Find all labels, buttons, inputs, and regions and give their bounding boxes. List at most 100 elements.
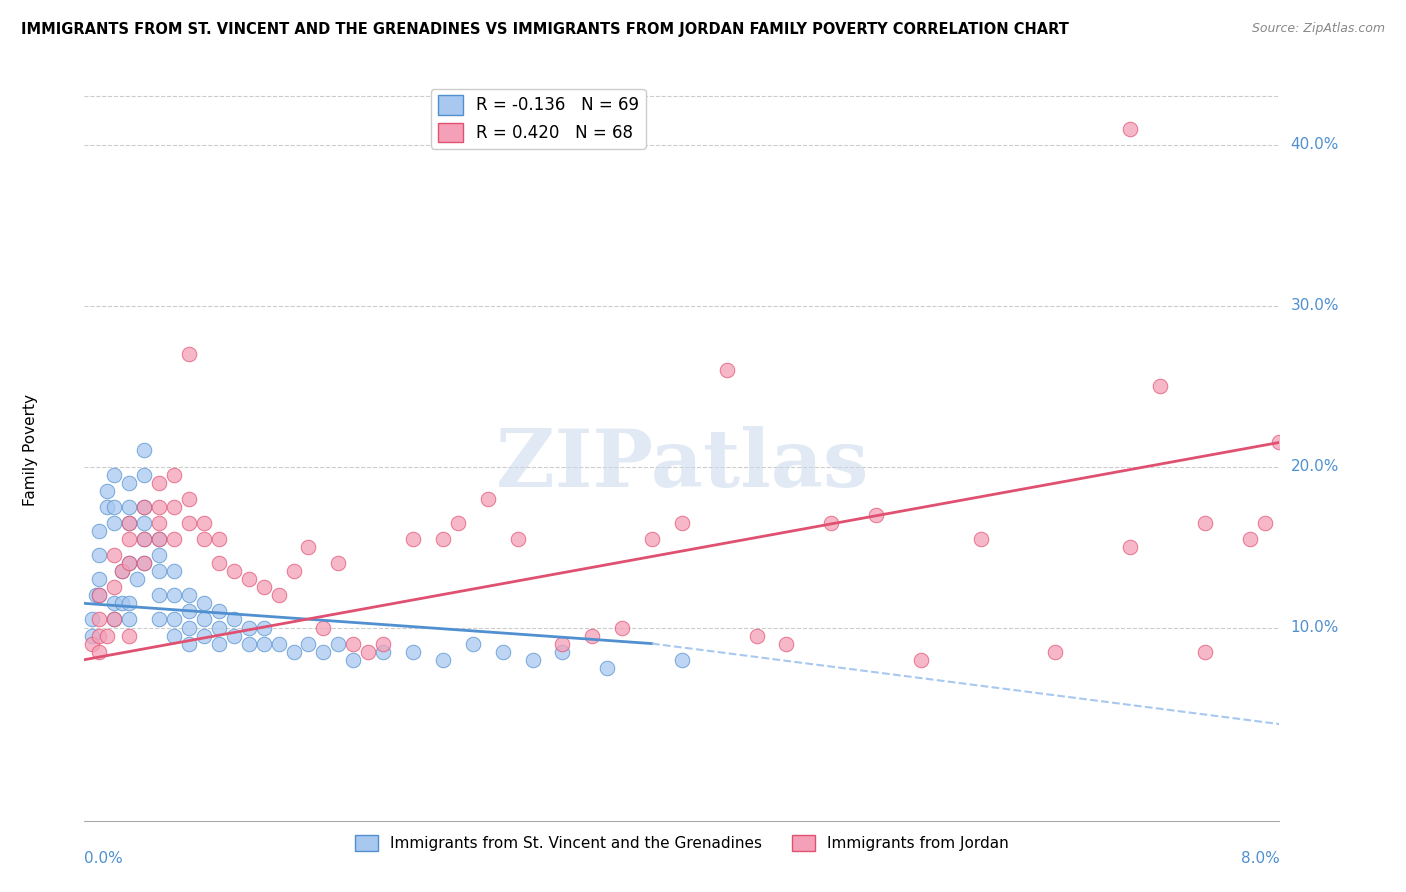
Point — [551, 637, 574, 651]
Point — [222, 564, 245, 578]
Point — [970, 532, 993, 546]
Point — [132, 556, 156, 570]
Point — [297, 540, 319, 554]
Point — [132, 500, 156, 514]
Legend: Immigrants from St. Vincent and the Grenadines, Immigrants from Jordan: Immigrants from St. Vincent and the Gren… — [349, 830, 1015, 857]
Point — [820, 516, 842, 530]
Point — [111, 564, 134, 578]
Point — [208, 637, 231, 651]
Text: ZIPatlas: ZIPatlas — [496, 426, 868, 504]
Point — [177, 604, 200, 618]
Point — [238, 637, 260, 651]
Point — [96, 500, 118, 514]
Point — [238, 620, 260, 634]
Point — [745, 628, 768, 642]
Point — [222, 612, 245, 626]
Point — [89, 572, 111, 586]
Point — [103, 596, 125, 610]
Point — [373, 637, 395, 651]
Point — [432, 532, 454, 546]
Point — [163, 467, 186, 482]
Point — [103, 612, 125, 626]
Point — [671, 516, 693, 530]
Point — [118, 475, 141, 490]
Point — [461, 637, 484, 651]
Point — [163, 564, 186, 578]
Point — [596, 661, 619, 675]
Point — [111, 564, 134, 578]
Text: Source: ZipAtlas.com: Source: ZipAtlas.com — [1251, 22, 1385, 36]
Point — [238, 572, 260, 586]
Point — [163, 588, 186, 602]
Point — [208, 556, 231, 570]
Point — [148, 532, 170, 546]
Text: 40.0%: 40.0% — [1291, 137, 1339, 153]
Point — [402, 645, 425, 659]
Point — [641, 532, 664, 546]
Point — [357, 645, 380, 659]
Point — [103, 516, 125, 530]
Point — [283, 645, 305, 659]
Point — [132, 467, 156, 482]
Point — [80, 612, 103, 626]
Point — [148, 612, 170, 626]
Point — [132, 443, 156, 458]
Point — [132, 516, 156, 530]
Point — [402, 532, 425, 546]
Point — [148, 532, 170, 546]
Point — [297, 637, 319, 651]
Point — [177, 588, 200, 602]
Point — [492, 645, 515, 659]
Point — [910, 653, 932, 667]
Point — [267, 637, 290, 651]
Point — [477, 491, 499, 506]
Point — [89, 645, 111, 659]
Point — [148, 564, 170, 578]
Text: 20.0%: 20.0% — [1291, 459, 1339, 474]
Point — [775, 637, 797, 651]
Point — [1045, 645, 1067, 659]
Point — [373, 645, 395, 659]
Point — [612, 620, 634, 634]
Point — [1268, 435, 1291, 450]
Point — [522, 653, 544, 667]
Point — [342, 653, 364, 667]
Point — [1119, 540, 1142, 554]
Text: Family Poverty: Family Poverty — [22, 394, 38, 507]
Point — [132, 500, 156, 514]
Text: 10.0%: 10.0% — [1291, 620, 1339, 635]
Point — [118, 556, 141, 570]
Point — [148, 500, 170, 514]
Point — [1194, 516, 1216, 530]
Point — [103, 612, 125, 626]
Point — [328, 637, 350, 651]
Point — [253, 637, 276, 651]
Point — [89, 524, 111, 538]
Point — [177, 347, 200, 361]
Point — [111, 596, 134, 610]
Point — [716, 363, 738, 377]
Point — [125, 572, 148, 586]
Point — [118, 628, 141, 642]
Point — [222, 628, 245, 642]
Point — [96, 628, 118, 642]
Point — [118, 612, 141, 626]
Point — [86, 588, 108, 602]
Point — [193, 612, 215, 626]
Point — [283, 564, 305, 578]
Point — [103, 548, 125, 562]
Point — [208, 604, 231, 618]
Point — [118, 596, 141, 610]
Point — [118, 500, 141, 514]
Point — [148, 588, 170, 602]
Point — [118, 556, 141, 570]
Point — [103, 500, 125, 514]
Point — [96, 483, 118, 498]
Point — [163, 628, 186, 642]
Point — [148, 516, 170, 530]
Point — [208, 532, 231, 546]
Text: IMMIGRANTS FROM ST. VINCENT AND THE GRENADINES VS IMMIGRANTS FROM JORDAN FAMILY : IMMIGRANTS FROM ST. VINCENT AND THE GREN… — [21, 22, 1069, 37]
Point — [1149, 379, 1171, 393]
Point — [177, 620, 200, 634]
Point — [1194, 645, 1216, 659]
